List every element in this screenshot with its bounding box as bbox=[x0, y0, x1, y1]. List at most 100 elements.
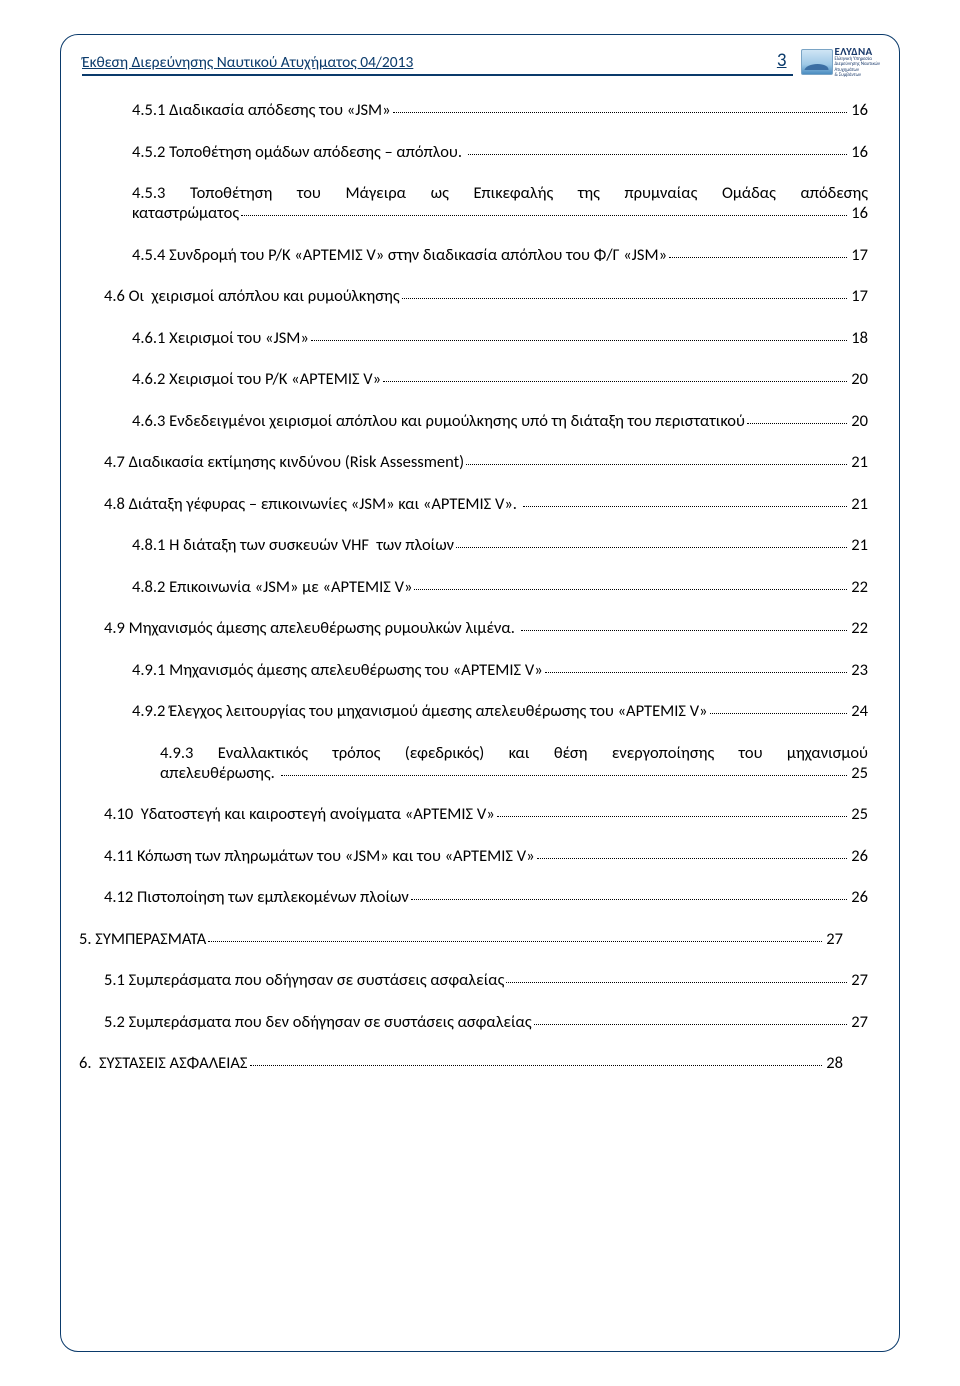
toc-label: 4.8 Διάταξη γέφυρας – επικοινωνίες «JSM»… bbox=[104, 494, 521, 514]
toc-entry: 4.10 Υδατοστεγή και καιροστεγή ανοίγματα… bbox=[104, 804, 868, 824]
toc-leader-dots bbox=[383, 381, 847, 382]
toc-entry: 4.9 Μηχανισμός άμεσης απελευθέρωσης ρυμο… bbox=[104, 618, 868, 638]
toc-page-number: 25 bbox=[851, 804, 868, 824]
toc-entry: 4.8.2 Επικοινωνία «JSM» με «ΑΡΤΕΜΙΣ V» 22 bbox=[104, 577, 868, 597]
toc-leader-dots bbox=[710, 713, 848, 714]
toc-page-number: 20 bbox=[851, 369, 868, 389]
toc-leader-dots bbox=[521, 630, 848, 631]
header-title-wrap: Έκθεση Διερεύνησης Ναυτικού Ατυχήματος 0… bbox=[82, 49, 793, 76]
toc-line2: απελευθέρωσης. 25 bbox=[160, 763, 868, 783]
toc-page-number: 21 bbox=[851, 452, 868, 472]
toc-leader-dots bbox=[669, 257, 847, 258]
toc-label: απελευθέρωσης. bbox=[160, 763, 279, 783]
toc-label: 4.9 Μηχανισμός άμεσης απελευθέρωσης ρυμο… bbox=[104, 618, 519, 638]
toc-leader-dots bbox=[537, 858, 848, 859]
toc-page-number: 26 bbox=[851, 887, 868, 907]
toc-leader-dots bbox=[414, 589, 847, 590]
toc-entry: 6. ΣΥΣΤΑΣΕΙΣ ΑΣΦΑΛΕΙΑΣ 28 bbox=[79, 1053, 843, 1073]
toc-entry: 5.1 Συμπεράσματα που οδήγησαν σε συστάσε… bbox=[104, 970, 868, 990]
toc-page-number: 21 bbox=[851, 535, 868, 555]
toc-leader-dots bbox=[523, 506, 848, 507]
toc-entry: 4.6 Οι χειρισμοί απόπλου και ρυμούλκησης… bbox=[104, 286, 868, 306]
toc-label: 4.10 Υδατοστεγή και καιροστεγή ανοίγματα… bbox=[104, 804, 495, 824]
toc-entry: 4.6.3 Ενδεδειγμένοι χειρισμοί απόπλου κα… bbox=[104, 411, 868, 431]
toc-entry: 4.6.2 Χειρισμοί του Ρ/Κ «ΑΡΤΕΜΙΣ V» 20 bbox=[104, 369, 868, 389]
toc-page-number: 16 bbox=[851, 203, 868, 223]
toc-leader-dots bbox=[393, 112, 848, 113]
toc-page-number: 17 bbox=[851, 286, 868, 306]
header-logo: ΕΛΥΔΝΑ Ελληνική Υπηρεσία Διερεύνησης Ναυ… bbox=[801, 46, 880, 78]
toc-page-number: 20 bbox=[851, 411, 868, 431]
toc-entry: 4.11 Κόπωση των πληρωμάτων του «JSM» και… bbox=[104, 846, 868, 866]
toc-entry: 4.12 Πιστοποίηση των εμπλεκομένων πλοίων… bbox=[104, 887, 868, 907]
toc-leader-dots bbox=[545, 672, 848, 673]
toc-leader-dots bbox=[456, 547, 847, 548]
header-title: Έκθεση Διερεύνησης Ναυτικού Ατυχήματος 0… bbox=[82, 53, 413, 72]
toc-leader-dots bbox=[497, 816, 848, 817]
toc-entry: 4.5.1 Διαδικασία απόδεσης του «JSM» 16 bbox=[104, 100, 868, 120]
toc-leader-dots bbox=[402, 298, 848, 299]
toc-label: 4.5.1 Διαδικασία απόδεσης του «JSM» bbox=[132, 100, 391, 120]
toc-leader-dots bbox=[468, 154, 848, 155]
toc-label: 4.8.1 Η διάταξη των συσκευών VHF των πλο… bbox=[132, 535, 454, 555]
toc-label: καταστρώματος bbox=[132, 203, 239, 223]
toc-page-number: 26 bbox=[851, 846, 868, 866]
toc-entry: 4.8.1 Η διάταξη των συσκευών VHF των πλο… bbox=[104, 535, 868, 555]
logo-sub4: & Συμβάντων bbox=[835, 73, 880, 78]
toc-label: 4.12 Πιστοποίηση των εμπλεκομένων πλοίων bbox=[104, 887, 409, 907]
toc-page-number: 22 bbox=[851, 577, 868, 597]
toc-page-number: 16 bbox=[851, 142, 868, 162]
toc-label: 4.7 Διαδικασία εκτίμησης κινδύνου (Risk … bbox=[104, 452, 464, 472]
table-of-contents: 4.5.1 Διαδικασία απόδεσης του «JSM»164.5… bbox=[104, 100, 868, 1326]
toc-entry: 5.2 Συμπεράσματα που δεν οδήγησαν σε συσ… bbox=[104, 1012, 868, 1032]
toc-entry: 4.5.3 Τοποθέτηση του Μάγειρα ως Επικεφαλ… bbox=[104, 183, 868, 223]
toc-label: 4.5.4 Συνδρομή του Ρ/Κ «ΑΡΤΕΜΙΣ V» στην … bbox=[132, 245, 667, 265]
toc-leader-dots bbox=[311, 340, 847, 341]
toc-leader-dots bbox=[747, 423, 847, 424]
toc-page-number: 25 bbox=[851, 763, 868, 783]
toc-page-number: 21 bbox=[851, 494, 868, 514]
toc-label: 4.5.3 Τοποθέτηση του Μάγειρα ως Επικεφαλ… bbox=[132, 183, 868, 203]
toc-leader-dots bbox=[281, 775, 848, 776]
page-header: Έκθεση Διερεύνησης Ναυτικού Ατυχήματος 0… bbox=[82, 46, 880, 76]
toc-page-number: 24 bbox=[851, 701, 868, 721]
toc-label: 5. ΣΥΜΠΕΡΑΣΜΑΤΑ bbox=[79, 929, 206, 949]
toc-leader-dots bbox=[241, 215, 847, 216]
toc-entry: 4.9.3 Εναλλακτικός τρόπος (εφεδρικός) κα… bbox=[104, 743, 868, 783]
toc-label: 6. ΣΥΣΤΑΣΕΙΣ ΑΣΦΑΛΕΙΑΣ bbox=[79, 1053, 248, 1073]
toc-label: 4.6 Οι χειρισμοί απόπλου και ρυμούλκησης bbox=[104, 286, 400, 306]
toc-label: 4.9.2 Έλεγχος λειτουργίας του μηχανισμού… bbox=[132, 701, 708, 721]
toc-page-number: 16 bbox=[851, 100, 868, 120]
toc-label: 5.2 Συμπεράσματα που δεν οδήγησαν σε συσ… bbox=[104, 1012, 532, 1032]
toc-label: 4.11 Κόπωση των πληρωμάτων του «JSM» και… bbox=[104, 846, 535, 866]
toc-leader-dots bbox=[466, 464, 847, 465]
toc-label: 4.6.2 Χειρισμοί του Ρ/Κ «ΑΡΤΕΜΙΣ V» bbox=[132, 369, 381, 389]
toc-leader-dots bbox=[411, 899, 847, 900]
toc-page-number: 17 bbox=[851, 245, 868, 265]
toc-label: 4.6.3 Ενδεδειγμένοι χειρισμοί απόπλου κα… bbox=[132, 411, 745, 431]
toc-label: 5.1 Συμπεράσματα που οδήγησαν σε συστάσε… bbox=[104, 970, 504, 990]
toc-leader-dots bbox=[534, 1024, 848, 1025]
toc-page-number: 27 bbox=[851, 1012, 868, 1032]
toc-entry: 5. ΣΥΜΠΕΡΑΣΜΑΤΑ 27 bbox=[79, 929, 843, 949]
toc-entry: 4.5.2 Τοποθέτηση ομάδων απόδεσης – απόπλ… bbox=[104, 142, 868, 162]
toc-leader-dots bbox=[506, 982, 847, 983]
toc-entry: 4.8 Διάταξη γέφυρας – επικοινωνίες «JSM»… bbox=[104, 494, 868, 514]
toc-entry: 4.9.2 Έλεγχος λειτουργίας του μηχανισμού… bbox=[104, 701, 868, 721]
toc-label: 4.5.2 Τοποθέτηση ομάδων απόδεσης – απόπλ… bbox=[132, 142, 466, 162]
toc-label: 4.8.2 Επικοινωνία «JSM» με «ΑΡΤΕΜΙΣ V» bbox=[132, 577, 412, 597]
toc-page-number: 28 bbox=[826, 1053, 843, 1073]
toc-page-number: 27 bbox=[826, 929, 843, 949]
toc-leader-dots bbox=[208, 941, 822, 942]
toc-entry: 4.6.1 Χειρισμοί του «JSM»18 bbox=[104, 328, 868, 348]
toc-label: 4.9.3 Εναλλακτικός τρόπος (εφεδρικός) κα… bbox=[160, 743, 868, 763]
toc-leader-dots bbox=[250, 1065, 823, 1066]
toc-page-number: 18 bbox=[851, 328, 868, 348]
logo-text: ΕΛΥΔΝΑ Ελληνική Υπηρεσία Διερεύνησης Ναυ… bbox=[835, 46, 880, 78]
toc-label: 4.9.1 Μηχανισμός άμεσης απελευθέρωσης το… bbox=[132, 660, 543, 680]
toc-entry: 4.9.1 Μηχανισμός άμεσης απελευθέρωσης το… bbox=[104, 660, 868, 680]
toc-page-number: 27 bbox=[851, 970, 868, 990]
toc-entry: 4.5.4 Συνδρομή του Ρ/Κ «ΑΡΤΕΜΙΣ V» στην … bbox=[104, 245, 868, 265]
toc-entry: 4.7 Διαδικασία εκτίμησης κινδύνου (Risk … bbox=[104, 452, 868, 472]
toc-page-number: 23 bbox=[851, 660, 868, 680]
